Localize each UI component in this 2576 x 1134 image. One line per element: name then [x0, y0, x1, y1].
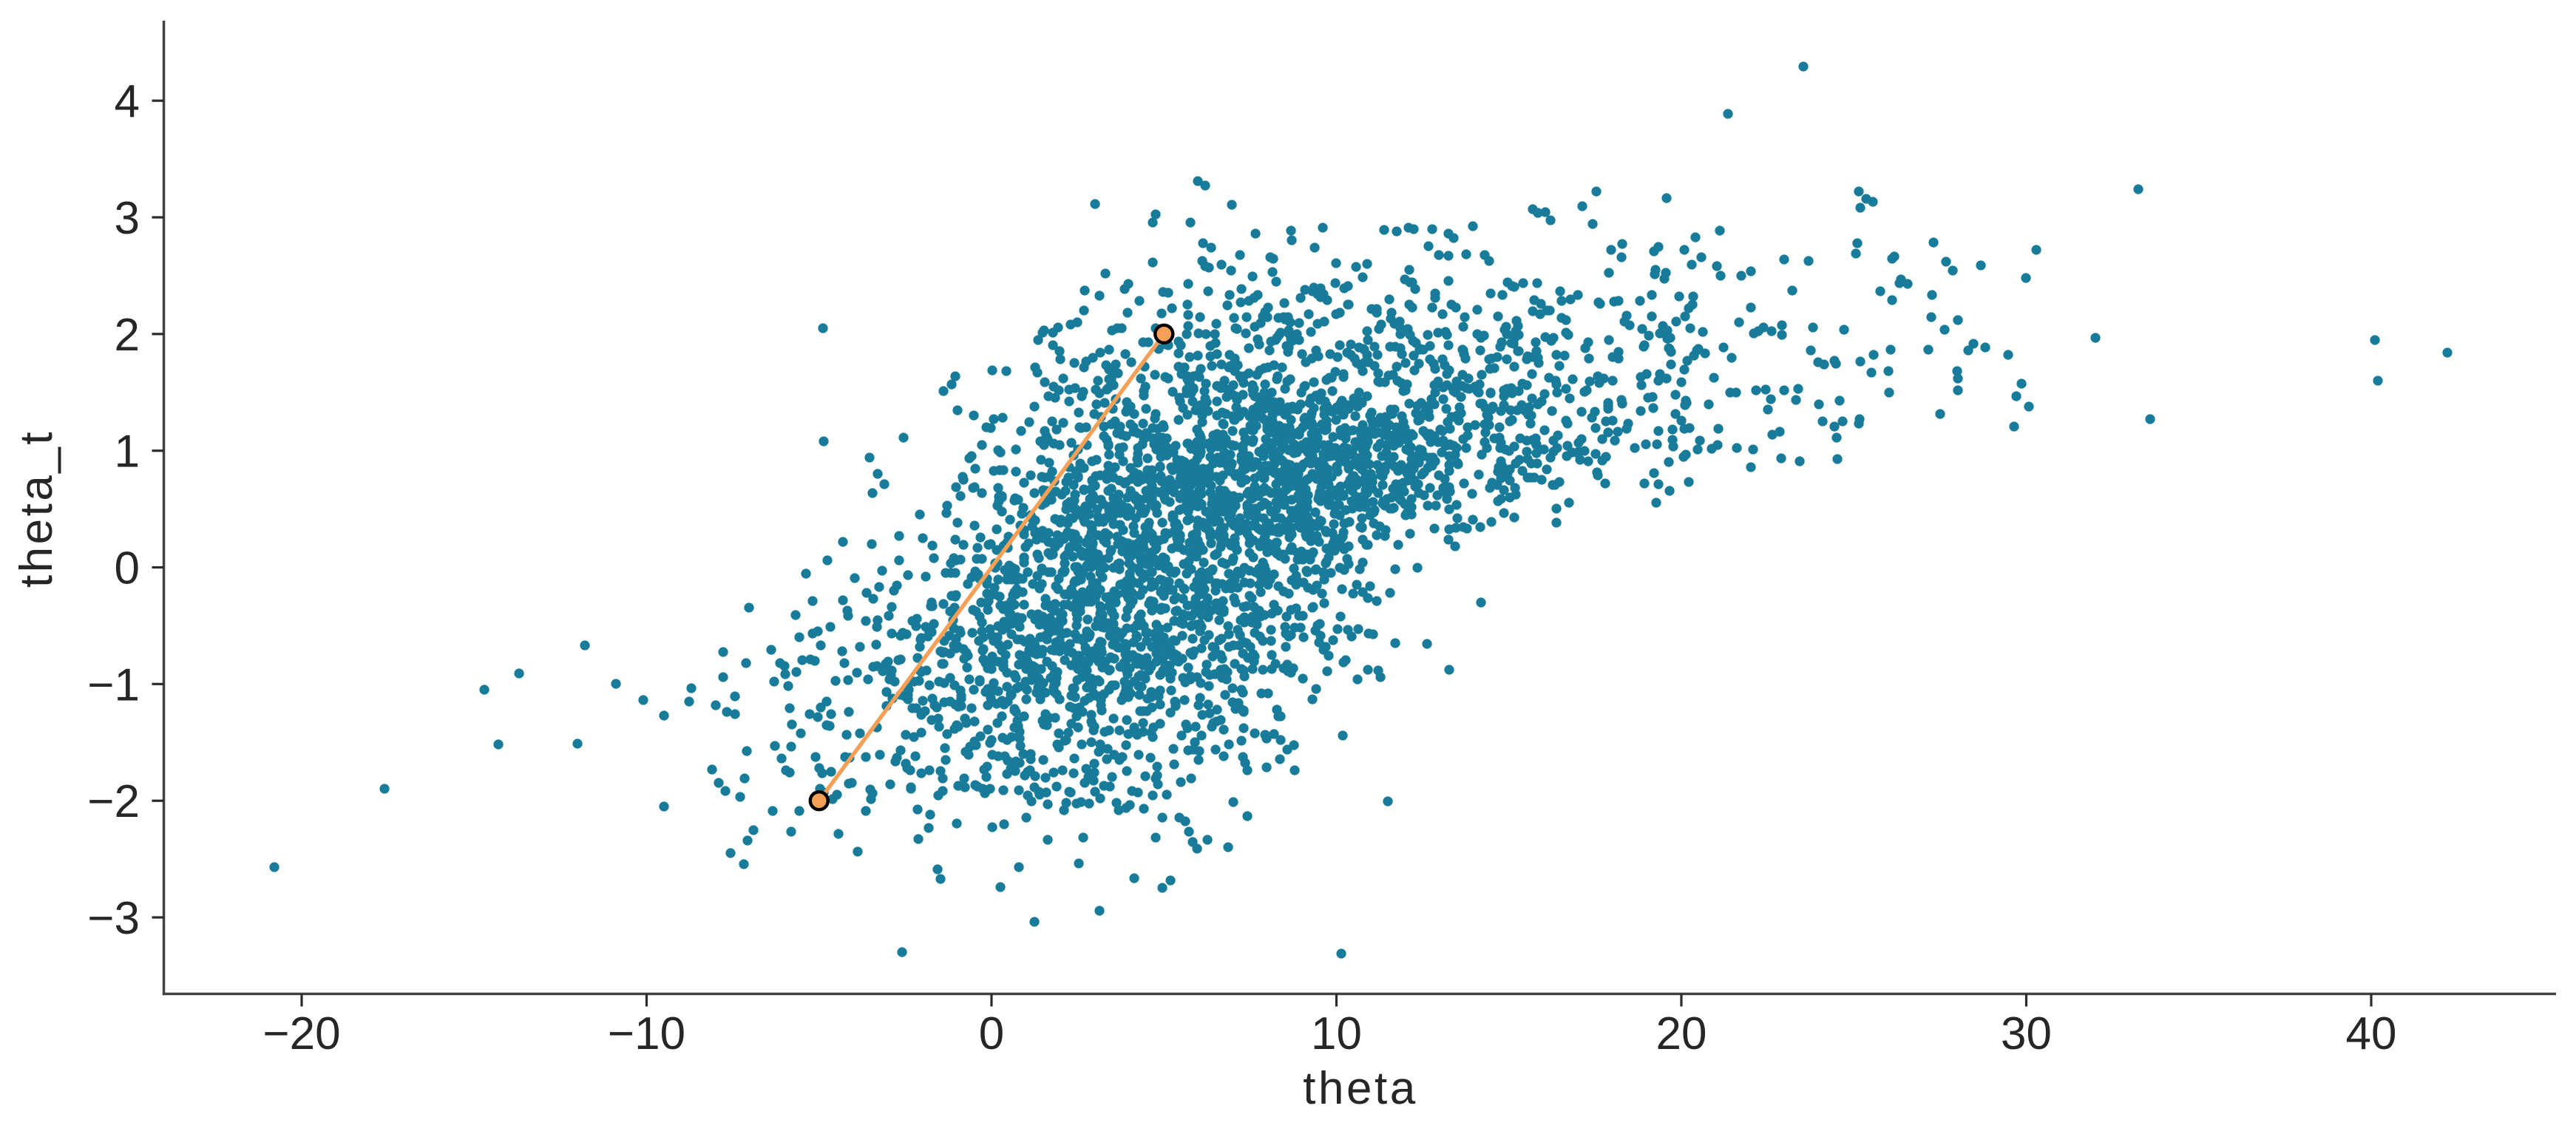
- svg-text:10: 10: [1311, 1008, 1362, 1059]
- svg-text:theta_t: theta_t: [11, 430, 62, 588]
- svg-text:1: 1: [115, 427, 140, 478]
- svg-text:3: 3: [115, 193, 140, 244]
- svg-text:0: 0: [115, 543, 140, 594]
- svg-text:−20: −20: [262, 1008, 340, 1059]
- svg-text:20: 20: [1656, 1008, 1707, 1059]
- svg-text:−10: −10: [608, 1008, 685, 1059]
- svg-text:2: 2: [115, 310, 140, 361]
- svg-text:−3: −3: [87, 893, 140, 944]
- svg-text:4: 4: [115, 76, 140, 127]
- svg-text:30: 30: [2001, 1008, 2052, 1059]
- svg-text:40: 40: [2346, 1008, 2397, 1059]
- svg-text:0: 0: [979, 1008, 1004, 1059]
- svg-text:−1: −1: [87, 659, 140, 710]
- svg-text:theta: theta: [1303, 1063, 1417, 1114]
- svg-text:−2: −2: [87, 776, 140, 827]
